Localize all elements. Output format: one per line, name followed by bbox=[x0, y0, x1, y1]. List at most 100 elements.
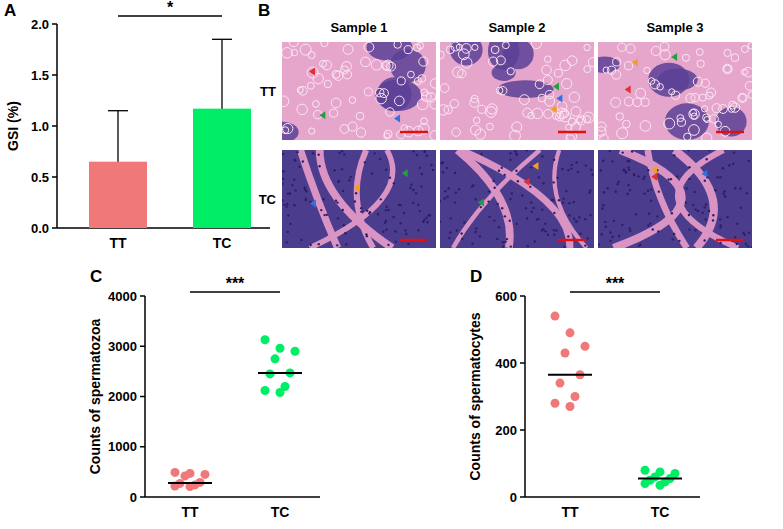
cell bbox=[543, 75, 552, 84]
arrow bbox=[319, 111, 325, 119]
cell bbox=[417, 99, 428, 110]
nucleus bbox=[553, 159, 555, 161]
nucleus bbox=[387, 244, 389, 246]
cell bbox=[598, 127, 606, 137]
significance: * bbox=[167, 0, 174, 16]
nucleus bbox=[708, 210, 710, 212]
y-tick-label: 0 bbox=[130, 490, 137, 505]
dot bbox=[571, 392, 580, 401]
nucleus bbox=[337, 217, 339, 219]
cell bbox=[715, 121, 721, 127]
dot bbox=[291, 347, 300, 356]
cell bbox=[462, 44, 472, 54]
nucleus bbox=[322, 198, 324, 200]
cell bbox=[386, 108, 394, 116]
cell bbox=[342, 62, 352, 72]
cell bbox=[660, 50, 670, 60]
cell bbox=[697, 60, 704, 67]
nucleus bbox=[446, 196, 448, 198]
nucleus bbox=[289, 192, 291, 194]
nucleus bbox=[444, 190, 446, 192]
cell-cluster bbox=[665, 103, 709, 139]
cell bbox=[456, 44, 462, 50]
nucleus bbox=[573, 218, 575, 220]
nucleus bbox=[627, 184, 629, 186]
y-tick-label: 2000 bbox=[108, 389, 137, 404]
nucleus bbox=[547, 233, 549, 235]
nucleus bbox=[598, 243, 600, 245]
nucleus bbox=[553, 229, 555, 231]
cell bbox=[657, 84, 663, 90]
nucleus bbox=[387, 209, 389, 211]
nucleus bbox=[344, 232, 346, 234]
nucleus bbox=[692, 204, 694, 206]
nucleus bbox=[611, 236, 613, 238]
dot bbox=[641, 479, 650, 488]
cell bbox=[696, 49, 703, 56]
nucleus bbox=[429, 214, 431, 216]
nucleus bbox=[628, 227, 630, 229]
nucleus bbox=[693, 191, 695, 193]
nucleus bbox=[509, 198, 511, 200]
nucleus bbox=[626, 160, 628, 162]
cell bbox=[308, 52, 315, 59]
nucleus bbox=[544, 230, 546, 232]
nucleus bbox=[704, 206, 706, 208]
nucleus bbox=[304, 189, 306, 191]
nucleus bbox=[567, 235, 569, 237]
cell bbox=[324, 80, 331, 87]
nucleus bbox=[342, 190, 344, 192]
nucleus bbox=[488, 190, 490, 192]
arrow bbox=[625, 86, 631, 94]
nucleus bbox=[282, 153, 284, 155]
nucleus bbox=[672, 238, 674, 240]
nucleus bbox=[419, 210, 421, 212]
nucleus bbox=[286, 203, 288, 205]
micrograph bbox=[598, 42, 752, 140]
cell bbox=[567, 56, 577, 66]
nucleus bbox=[454, 201, 456, 203]
nucleus bbox=[541, 209, 543, 211]
nucleus bbox=[298, 166, 300, 168]
nucleus bbox=[449, 231, 451, 233]
nucleus bbox=[688, 214, 690, 216]
nucleus bbox=[348, 179, 350, 181]
tissue bbox=[598, 42, 752, 140]
nucleus bbox=[558, 199, 560, 201]
nucleus bbox=[722, 167, 724, 169]
nucleus bbox=[673, 233, 675, 235]
nucleus bbox=[369, 211, 371, 213]
cell bbox=[633, 98, 642, 107]
nucleus bbox=[463, 221, 465, 223]
y-tick bbox=[52, 74, 57, 76]
cell bbox=[319, 60, 326, 67]
cell bbox=[672, 91, 680, 99]
nucleus bbox=[395, 241, 397, 243]
nucleus bbox=[585, 164, 587, 166]
arrow bbox=[701, 170, 707, 178]
cell bbox=[408, 71, 415, 78]
nucleus bbox=[688, 228, 690, 230]
nucleus bbox=[364, 161, 366, 163]
nucleus bbox=[633, 173, 635, 175]
nucleus bbox=[385, 228, 387, 230]
nucleus bbox=[302, 160, 304, 162]
nucleus bbox=[530, 166, 532, 168]
nucleus bbox=[424, 150, 426, 152]
nucleus bbox=[637, 175, 639, 177]
nucleus bbox=[642, 178, 644, 180]
nucleus bbox=[335, 199, 337, 201]
stroma bbox=[457, 150, 509, 248]
y-axis bbox=[524, 296, 526, 497]
cell bbox=[478, 105, 486, 113]
cell bbox=[384, 130, 392, 138]
nucleus bbox=[697, 210, 699, 212]
y-tick-label: 600 bbox=[495, 289, 517, 304]
nucleus bbox=[474, 231, 476, 233]
nucleus bbox=[407, 243, 409, 245]
nucleus bbox=[286, 241, 288, 243]
nucleus bbox=[623, 169, 625, 171]
cell bbox=[330, 109, 338, 117]
nucleus bbox=[532, 207, 534, 209]
nucleus bbox=[480, 206, 482, 208]
